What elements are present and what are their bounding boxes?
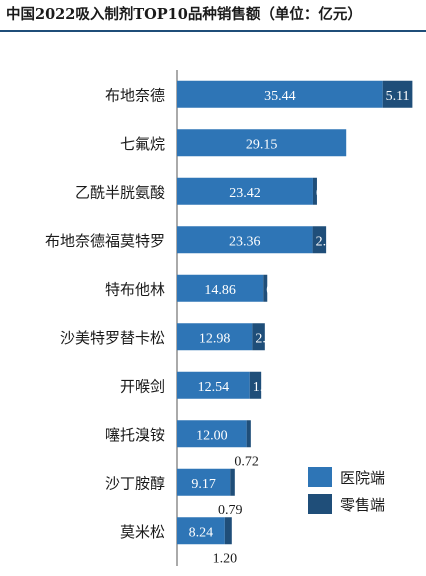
bar-hospital: [177, 420, 247, 448]
data-label-retail: 2.33: [316, 234, 341, 249]
bar-retail: [224, 517, 232, 545]
legend-label-hospital: 医院端: [340, 469, 385, 487]
data-label-hospital: 23.42: [229, 186, 261, 201]
category-label: 沙美特罗替卡松: [60, 329, 165, 347]
bar-hospital: [177, 323, 253, 351]
data-label-hospital: 35.44: [264, 89, 296, 104]
data-label-hospital: 9.17: [191, 477, 216, 492]
category-label: 七氟烷: [120, 135, 165, 153]
legend-swatch-retail: [308, 494, 332, 514]
bar-hospital: [177, 177, 313, 205]
legend-swatch-hospital: [308, 467, 332, 487]
plot-area: 布地奈德 35.44 5.11 七氟烷 29.15 乙酰半胱氨酸 23.42 0.13 布地奈德…: [45, 80, 413, 566]
data-label-retail: 1.20: [213, 551, 238, 566]
category-label: 乙酰半胱氨酸: [75, 183, 165, 201]
data-label-hospital: 14.86: [204, 283, 236, 298]
legend-label-retail: 零售端: [340, 496, 385, 514]
category-label: 布地奈德: [105, 86, 165, 104]
bar-retail: [249, 371, 262, 399]
category-label: 布地奈德福莫特罗: [45, 232, 165, 250]
bar-retail: [230, 468, 235, 496]
bar-retail: [246, 420, 251, 448]
bar-retail: [312, 226, 327, 254]
data-label-hospital: 23.36: [229, 234, 261, 249]
bar-hospital: [177, 371, 250, 399]
category-label: 噻托溴铵: [105, 426, 165, 444]
data-label-hospital: 12.98: [199, 331, 231, 346]
category-label: 莫米松: [120, 523, 165, 541]
bar-hospital: [177, 517, 225, 545]
data-label-retail: 2.15: [255, 331, 280, 346]
category-label: 沙丁胺醇: [105, 474, 165, 492]
data-label-hospital: 8.24: [189, 525, 214, 540]
bar-hospital: [177, 80, 383, 108]
data-label-hospital: 29.15: [246, 137, 278, 152]
bar-hospital: [177, 468, 231, 496]
bar-retail: [312, 177, 317, 205]
bar-hospital: [177, 274, 264, 302]
data-label-retail: 1.96: [253, 380, 277, 395]
bar-retail: [263, 274, 268, 302]
data-label-retail: 0.13: [316, 186, 341, 201]
category-label: 特布他林: [105, 280, 165, 298]
bar-hospital: [177, 226, 313, 254]
data-label-hospital: 12.54: [198, 380, 230, 395]
bar-hospital: [177, 129, 347, 157]
title-rule: [0, 30, 426, 32]
data-label-retail: 0.79: [218, 503, 243, 518]
data-label-hospital: 12.00: [196, 428, 228, 443]
bar-retail: [382, 80, 413, 108]
legend: 医院端 零售端: [308, 467, 385, 514]
bar-retail: [252, 323, 265, 351]
chart-title: 中国2022吸入制剂TOP10品种销售额（单位：亿元）: [6, 5, 362, 23]
data-label-retail: 0.35: [266, 283, 291, 298]
data-label-retail: 5.11: [386, 89, 410, 104]
category-label: 开喉剑: [120, 377, 165, 395]
data-label-retail: 0.72: [234, 454, 259, 469]
